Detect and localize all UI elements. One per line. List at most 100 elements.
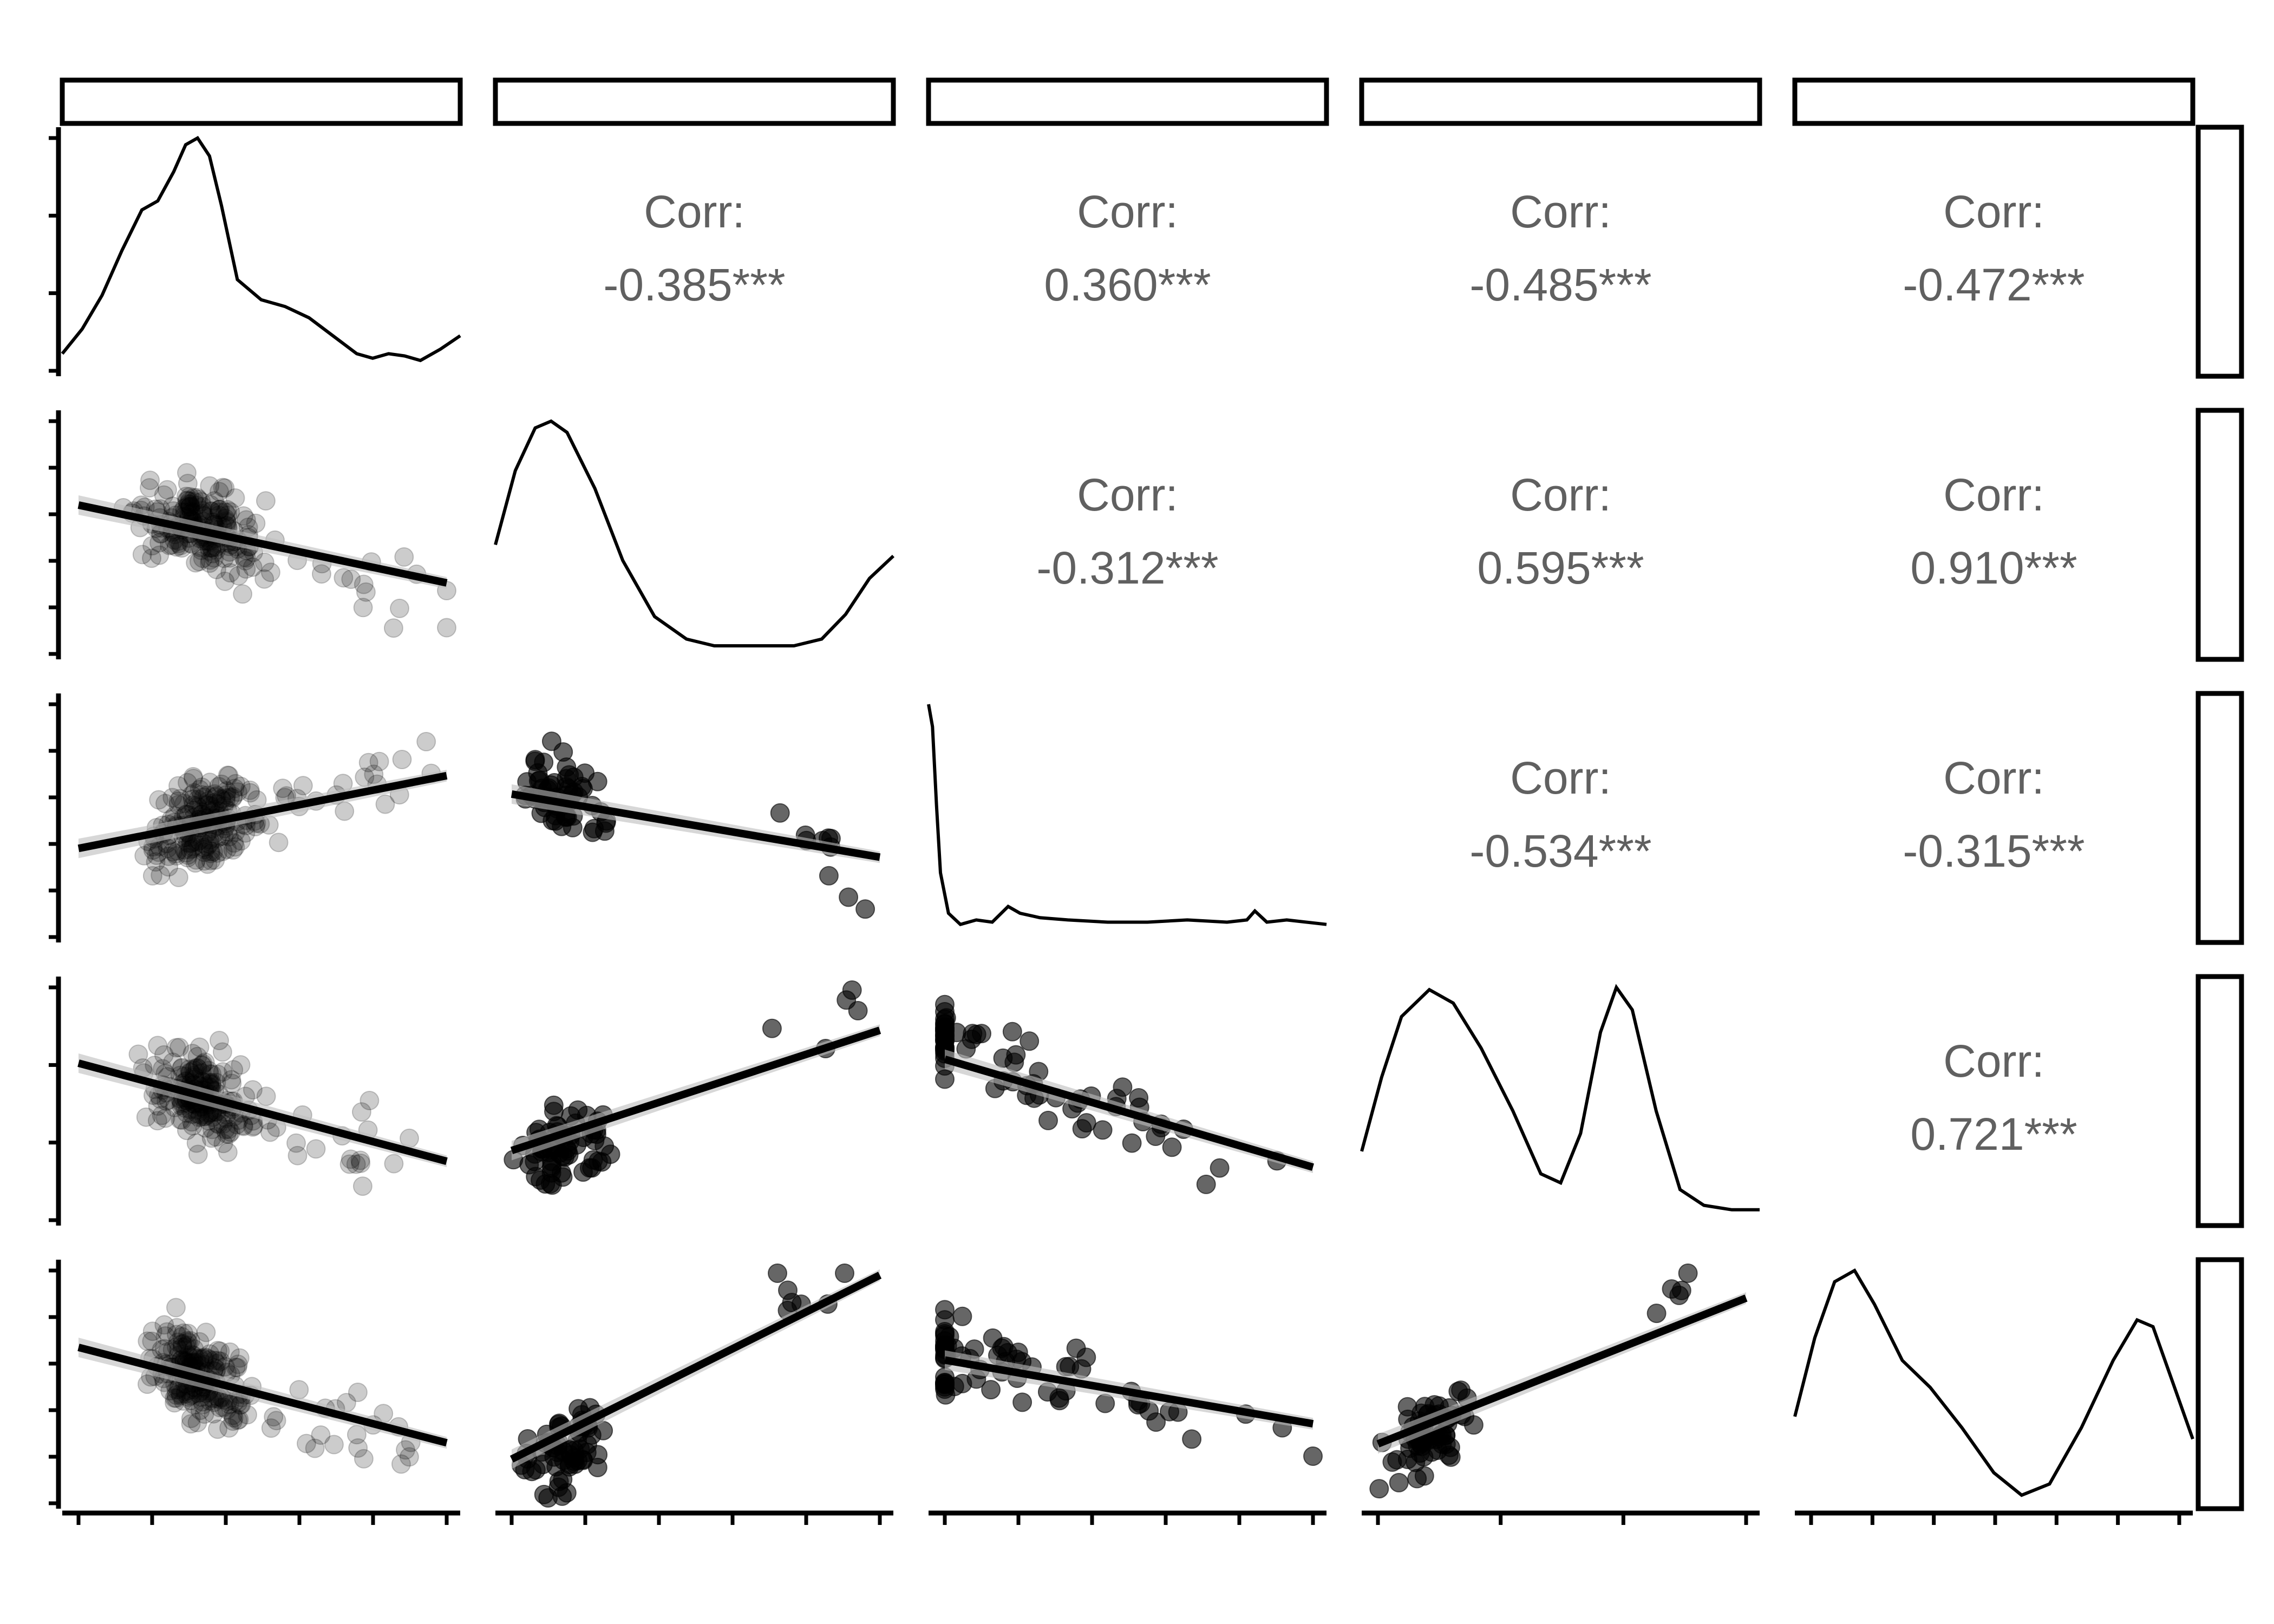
- data-point: [1210, 1158, 1230, 1178]
- data-point: [215, 571, 235, 591]
- data-point: [354, 1449, 374, 1469]
- regression-line: [1376, 1294, 1748, 1448]
- panel-4-4: [1793, 1268, 2194, 1497]
- data-point: [218, 505, 238, 525]
- data-point: [227, 1115, 247, 1135]
- data-point: [204, 1404, 224, 1424]
- density-curve-2: [927, 704, 1327, 927]
- data-point: [528, 763, 548, 783]
- data-point: [269, 833, 289, 853]
- data-point: [187, 1058, 207, 1078]
- data-point: [210, 1031, 229, 1051]
- data-point: [174, 840, 194, 860]
- data-point: [1406, 1452, 1426, 1472]
- data-point: [243, 557, 263, 577]
- data-point: [179, 497, 199, 517]
- data-point: [148, 1036, 168, 1056]
- data-point: [182, 1104, 202, 1124]
- data-point: [221, 1070, 241, 1090]
- data-point: [254, 569, 275, 589]
- data-point: [192, 1056, 212, 1076]
- data-point: [166, 1388, 186, 1408]
- data-point: [201, 1128, 221, 1148]
- data-point: [203, 842, 223, 862]
- data-point: [236, 510, 256, 530]
- data-point: [234, 547, 254, 567]
- data-point: [188, 789, 208, 809]
- data-point: [1113, 1077, 1133, 1097]
- data-point: [181, 1414, 201, 1434]
- data-point: [185, 853, 205, 873]
- data-point: [219, 1418, 239, 1438]
- data-point: [209, 500, 229, 520]
- data-point: [200, 495, 220, 515]
- data-point: [208, 1419, 227, 1439]
- data-point: [220, 1342, 240, 1362]
- panel-2-4: Corr: -0.315***: [1903, 752, 2084, 876]
- data-point: [178, 848, 198, 868]
- data-point: [186, 1348, 206, 1368]
- data-point: [172, 1334, 192, 1354]
- panel-0-1: Corr: -0.385***: [603, 186, 785, 310]
- data-point: [190, 1348, 210, 1368]
- data-point: [205, 784, 225, 804]
- data-point: [213, 1114, 233, 1134]
- data-point: [243, 1117, 263, 1137]
- panel-3-4: Corr: 0.721***: [1910, 1036, 2077, 1160]
- strip-right-2: [2195, 691, 2244, 945]
- data-point: [935, 1372, 955, 1392]
- data-point: [200, 772, 220, 793]
- data-point: [194, 1349, 214, 1369]
- data-point: [224, 1060, 244, 1080]
- data-point: [233, 584, 253, 604]
- data-point: [168, 776, 188, 796]
- data-point: [180, 1063, 200, 1083]
- data-point: [538, 1488, 558, 1508]
- panel-1-1: [494, 419, 895, 647]
- data-point: [162, 788, 182, 808]
- data-point: [351, 1102, 371, 1122]
- data-point: [305, 1438, 325, 1458]
- data-point: [166, 846, 186, 866]
- data-point: [399, 1447, 419, 1467]
- data-point: [155, 1339, 174, 1359]
- data-point: [190, 780, 210, 800]
- data-point: [981, 1380, 1001, 1400]
- data-point: [184, 1339, 204, 1359]
- data-point: [211, 789, 231, 809]
- data-point: [188, 489, 208, 509]
- data-point: [226, 1358, 246, 1377]
- data-point: [220, 502, 240, 522]
- data-point: [223, 788, 243, 808]
- data-point: [261, 1418, 281, 1438]
- data-point: [260, 562, 280, 582]
- data-point: [226, 774, 246, 794]
- data-point: [243, 1080, 263, 1100]
- panel-1-0: [77, 463, 456, 638]
- data-point: [835, 1263, 854, 1283]
- data-point: [162, 496, 182, 516]
- data-point: [167, 1337, 187, 1357]
- data-point: [184, 1395, 204, 1415]
- data-point: [198, 791, 218, 811]
- data-point: [177, 490, 197, 510]
- data-point: [178, 496, 198, 516]
- data-point: [213, 477, 233, 497]
- data-point: [341, 1149, 361, 1169]
- strip-top-4: [1792, 77, 2195, 126]
- data-point: [184, 783, 204, 803]
- data-point: [192, 540, 211, 560]
- data-point: [201, 501, 221, 521]
- data-point: [168, 841, 188, 861]
- data-point: [354, 574, 374, 594]
- data-point: [202, 543, 223, 564]
- data-point: [1162, 1137, 1182, 1157]
- strip-right-0: [2195, 125, 2244, 379]
- data-point: [218, 1142, 238, 1162]
- density-curve-1: [494, 419, 895, 647]
- data-point: [311, 1425, 331, 1445]
- data-point: [1182, 1429, 1202, 1449]
- data-point: [190, 1106, 210, 1127]
- data-point: [160, 1381, 180, 1401]
- data-point: [952, 1306, 972, 1326]
